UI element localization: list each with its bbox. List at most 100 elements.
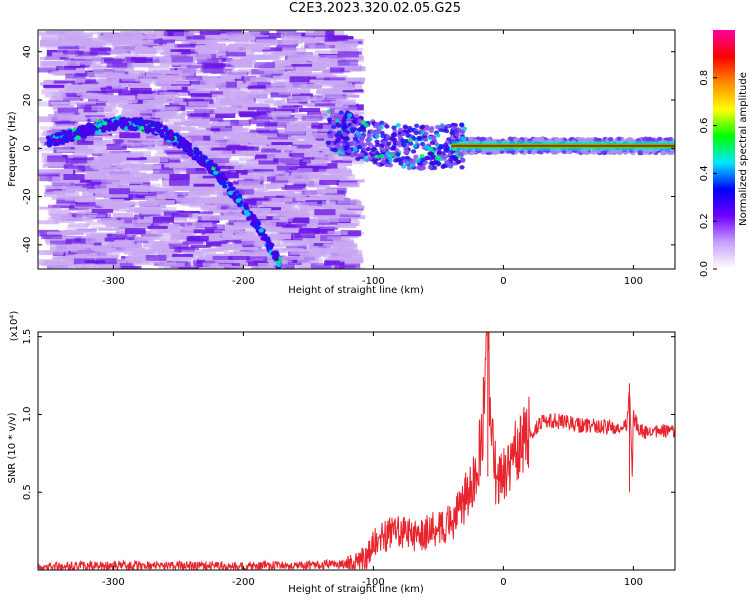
band-point <box>444 128 450 134</box>
noise-speck <box>188 80 210 85</box>
noise-speck <box>249 48 270 53</box>
noise-speck <box>294 148 316 154</box>
noise-speck <box>55 71 76 76</box>
noise-speck <box>188 214 210 221</box>
noise-speck <box>208 186 230 193</box>
noise-speck <box>238 68 260 75</box>
noise-speck <box>206 198 227 205</box>
curve-point <box>194 147 200 152</box>
colorbar-tick-label: 0.4 <box>699 165 710 181</box>
noise-speck <box>87 255 108 259</box>
noise-speck <box>112 200 134 205</box>
curve-point <box>270 251 276 256</box>
noise-speck <box>54 110 75 117</box>
noise-speck <box>153 88 175 95</box>
noise-speck <box>209 34 231 39</box>
noise-speck <box>187 65 208 69</box>
noise-speck <box>98 227 120 231</box>
noise-speck <box>206 159 228 166</box>
noise-speck <box>92 65 114 69</box>
band-point <box>436 161 442 166</box>
noise-speck <box>288 177 309 184</box>
noise-speck <box>235 150 256 157</box>
band-point <box>454 132 460 137</box>
noise-speck <box>183 30 205 34</box>
noise-speck <box>194 109 215 114</box>
noise-speck <box>325 55 347 59</box>
noise-speck <box>269 190 290 197</box>
noise-speck <box>239 157 261 162</box>
noise-speck <box>144 195 166 201</box>
noise-speck <box>235 263 257 267</box>
noise-speck <box>304 138 326 142</box>
band-point <box>350 127 356 132</box>
noise-speck <box>172 222 194 227</box>
band-point <box>601 150 607 155</box>
noise-speck <box>337 51 359 58</box>
noise-speck <box>152 112 173 117</box>
band-point <box>400 138 406 143</box>
noise-speck <box>251 171 273 176</box>
noise-speck <box>264 67 286 74</box>
noise-speck <box>74 230 96 234</box>
band-point <box>384 124 390 129</box>
noise-speck <box>226 134 249 141</box>
noise-speck <box>260 74 281 79</box>
noise-speck <box>194 84 217 90</box>
band-point <box>440 144 446 149</box>
noise-speck <box>302 174 323 179</box>
noise-speck <box>288 175 309 180</box>
band-point <box>669 150 675 155</box>
curve-point <box>170 132 176 137</box>
band-point <box>325 140 331 145</box>
noise-speck <box>273 103 294 107</box>
noise-speck <box>325 204 348 211</box>
band-point <box>341 118 347 123</box>
noise-speck <box>152 174 173 180</box>
noise-speck <box>157 231 179 238</box>
band-point <box>429 140 435 145</box>
band-point <box>460 158 466 163</box>
band-point <box>656 136 663 142</box>
x-tick-label: 0 <box>500 276 506 287</box>
curve-point <box>244 205 250 211</box>
noise-speck <box>91 105 113 111</box>
band-point <box>392 128 398 134</box>
band-point <box>396 140 402 146</box>
noise-speck <box>160 51 182 55</box>
noise-speck <box>63 50 84 55</box>
noise-speck <box>38 169 60 174</box>
noise-speck <box>246 159 268 166</box>
noise-speck <box>59 231 81 235</box>
noise-speck <box>142 90 164 95</box>
noise-speck <box>129 181 151 188</box>
curve-point <box>133 120 140 126</box>
noise-speck <box>160 140 181 147</box>
noise-speck <box>38 31 60 36</box>
noise-speck <box>205 241 227 247</box>
band-point <box>343 146 349 151</box>
noise-speck <box>272 217 293 222</box>
noise-speck <box>65 158 88 164</box>
band-point <box>407 125 413 131</box>
noise-speck <box>164 115 186 120</box>
band-point <box>428 146 434 152</box>
noise-speck <box>208 158 230 163</box>
noise-speck <box>38 147 60 152</box>
noise-speck <box>90 162 111 169</box>
noise-speck <box>53 262 74 267</box>
noise-speck <box>107 47 128 53</box>
noise-speck <box>328 218 350 222</box>
noise-speck <box>102 148 124 155</box>
noise-speck <box>173 197 195 202</box>
noise-speck <box>132 219 153 224</box>
band-point <box>359 142 365 147</box>
band-point <box>365 146 372 152</box>
noise-speck <box>159 237 180 244</box>
curve-point <box>185 148 191 153</box>
noise-speck <box>308 45 330 50</box>
noise-speck <box>238 70 260 74</box>
noise-speck <box>49 127 70 131</box>
noise-speck <box>244 189 265 195</box>
noise-speck <box>313 228 335 235</box>
